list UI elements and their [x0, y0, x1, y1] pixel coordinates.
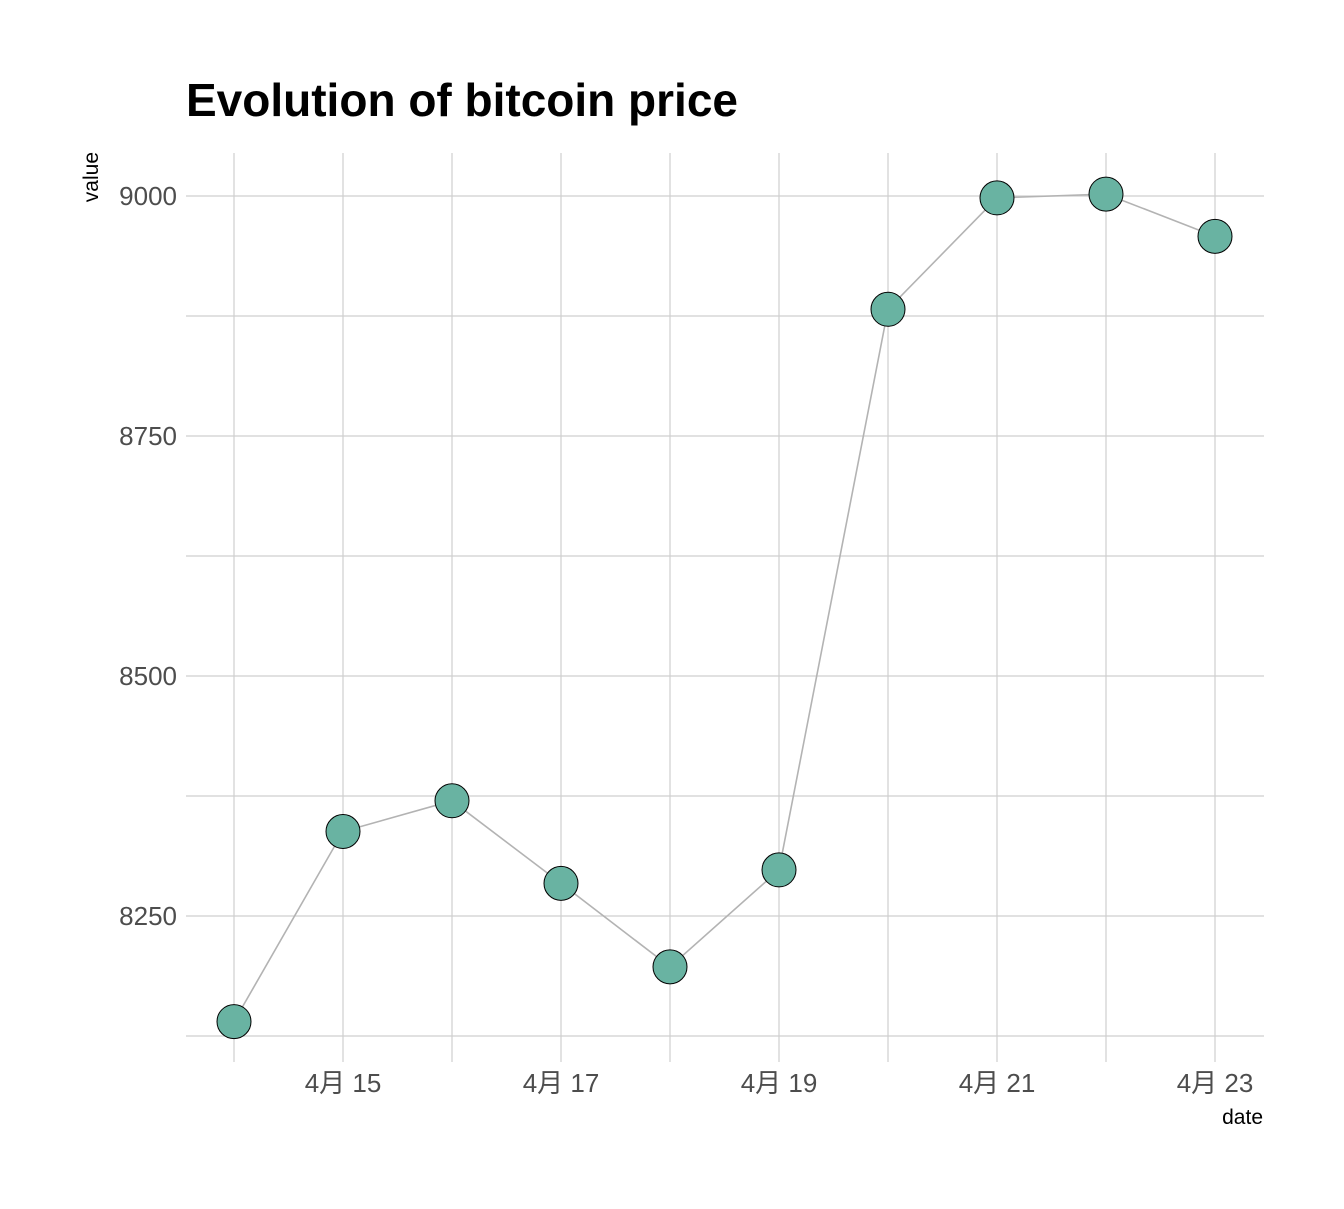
y-tick-label: 9000 — [119, 181, 177, 211]
tick-labels: 8250 8500 8750 9000 4月 15 4月 17 4月 19 4月 21 4月 2… — [119, 181, 1253, 1098]
series-line — [233, 193, 1216, 1022]
y-axis-title: value — [80, 152, 103, 202]
data-point — [652, 949, 688, 985]
data-point — [761, 852, 797, 888]
x-tick-label: 4月 23 — [1177, 1068, 1254, 1098]
y-tick-label: 8750 — [119, 421, 177, 451]
chart-title: Evolution of bitcoin price — [186, 74, 738, 126]
data-point — [216, 1004, 252, 1040]
data-point — [870, 291, 906, 327]
x-tick-label: 4月 19 — [741, 1068, 818, 1098]
data-point — [979, 180, 1015, 216]
y-tick-label: 8250 — [119, 901, 177, 931]
data-point — [325, 814, 361, 850]
series — [216, 176, 1233, 1040]
x-tick-label: 4月 15 — [305, 1068, 382, 1098]
data-point — [1088, 176, 1124, 212]
data-point — [434, 783, 470, 819]
x-tick-label: 4月 17 — [523, 1068, 600, 1098]
x-axis-title: date — [1222, 1106, 1263, 1129]
x-tick-label: 4月 21 — [959, 1068, 1036, 1098]
data-point — [1197, 218, 1233, 254]
grid — [186, 153, 1264, 1062]
y-tick-label: 8500 — [119, 661, 177, 691]
data-point — [543, 865, 579, 901]
